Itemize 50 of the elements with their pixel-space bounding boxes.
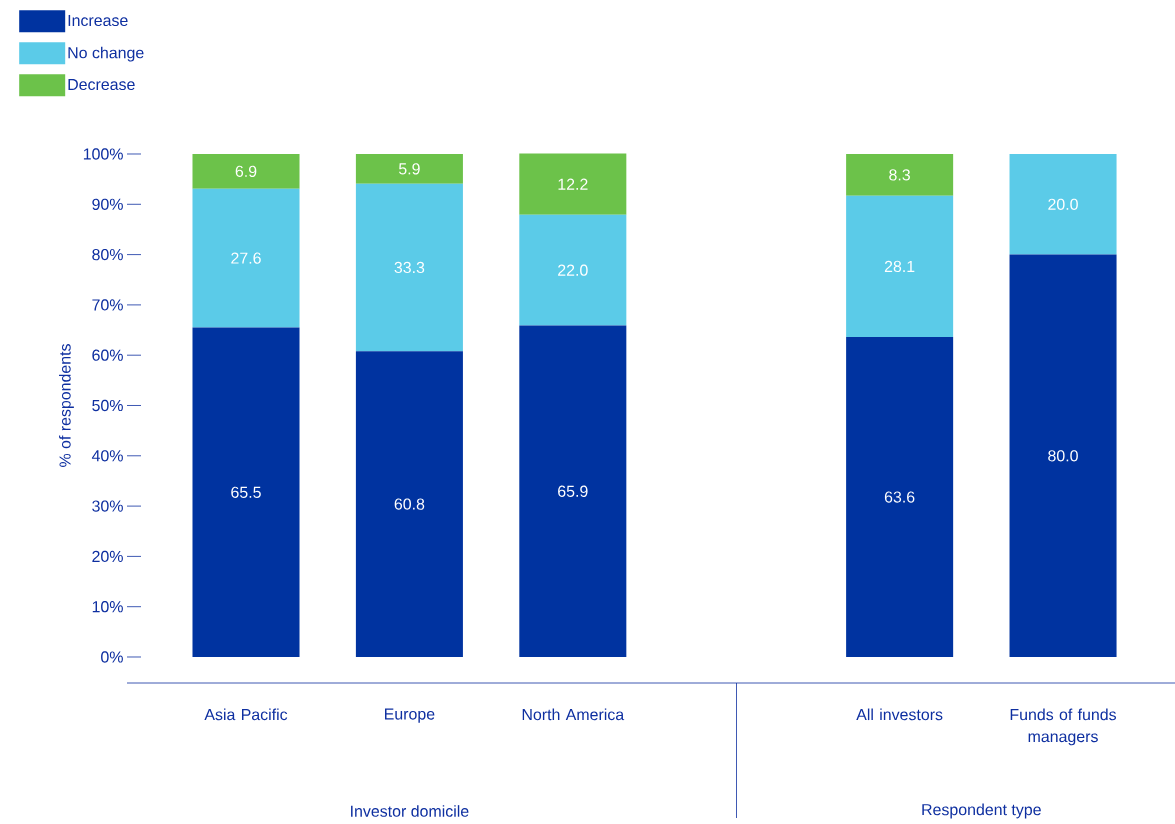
y-tick-label: 30% <box>92 500 123 512</box>
data-label: 33.3 <box>394 261 425 274</box>
y-tick-label: 60% <box>92 349 123 361</box>
x-tick-label: North America <box>522 708 625 721</box>
bar <box>519 325 627 657</box>
y-tick-label: 20% <box>92 550 123 563</box>
data-label: 27.6 <box>231 252 261 264</box>
data-label: 80.0 <box>1048 450 1078 462</box>
bar <box>355 351 463 657</box>
text: Respondent type <box>922 803 1041 819</box>
data-label: 65.5 <box>231 486 261 498</box>
data-label: 6.9 <box>235 165 257 177</box>
text: Investor domicile <box>351 805 469 817</box>
bar <box>192 188 300 328</box>
bar <box>846 337 954 657</box>
bar <box>1009 153 1117 255</box>
data-label: 12.2 <box>558 178 588 190</box>
data-label: 5.9 <box>398 163 420 175</box>
legend-label: No change <box>68 46 144 62</box>
data-label: 22.0 <box>558 264 588 276</box>
legend-label: Increase <box>68 14 128 27</box>
data-label: 8.3 <box>889 169 910 181</box>
y-tick-label: 0% <box>101 651 123 663</box>
bar <box>355 183 463 352</box>
legend-label: Decrease <box>68 78 135 91</box>
x-tick-label: Asia Pacific <box>204 708 288 721</box>
y-tick-label: 100% <box>83 148 123 160</box>
bar <box>192 153 300 189</box>
y-tick-label: 10% <box>92 601 123 613</box>
y-tick-label: 80% <box>92 248 123 261</box>
bar <box>519 214 627 326</box>
y-axis-title: % of respondents <box>59 344 74 467</box>
x-tick-label: All investors <box>856 708 943 721</box>
data-label: 63.6 <box>884 491 915 503</box>
data-label: 65.9 <box>558 485 588 497</box>
y-tick-label: 90% <box>92 198 123 210</box>
y-tick-label: 70% <box>92 299 123 311</box>
y-tick-label: 50% <box>92 399 123 412</box>
data-label: 28.1 <box>884 260 915 273</box>
y-tick-label: 40% <box>91 450 123 462</box>
bar <box>846 195 954 338</box>
data-label: 20.0 <box>1048 198 1078 210</box>
bar <box>1009 254 1117 657</box>
x-tick-label: Europe <box>385 708 435 723</box>
bar <box>846 153 954 196</box>
data-label: 60.8 <box>394 498 425 510</box>
bar <box>192 327 300 657</box>
bar <box>519 153 627 215</box>
x-tick-label: Funds of funds managers <box>1010 708 1117 746</box>
bar <box>355 153 463 184</box>
